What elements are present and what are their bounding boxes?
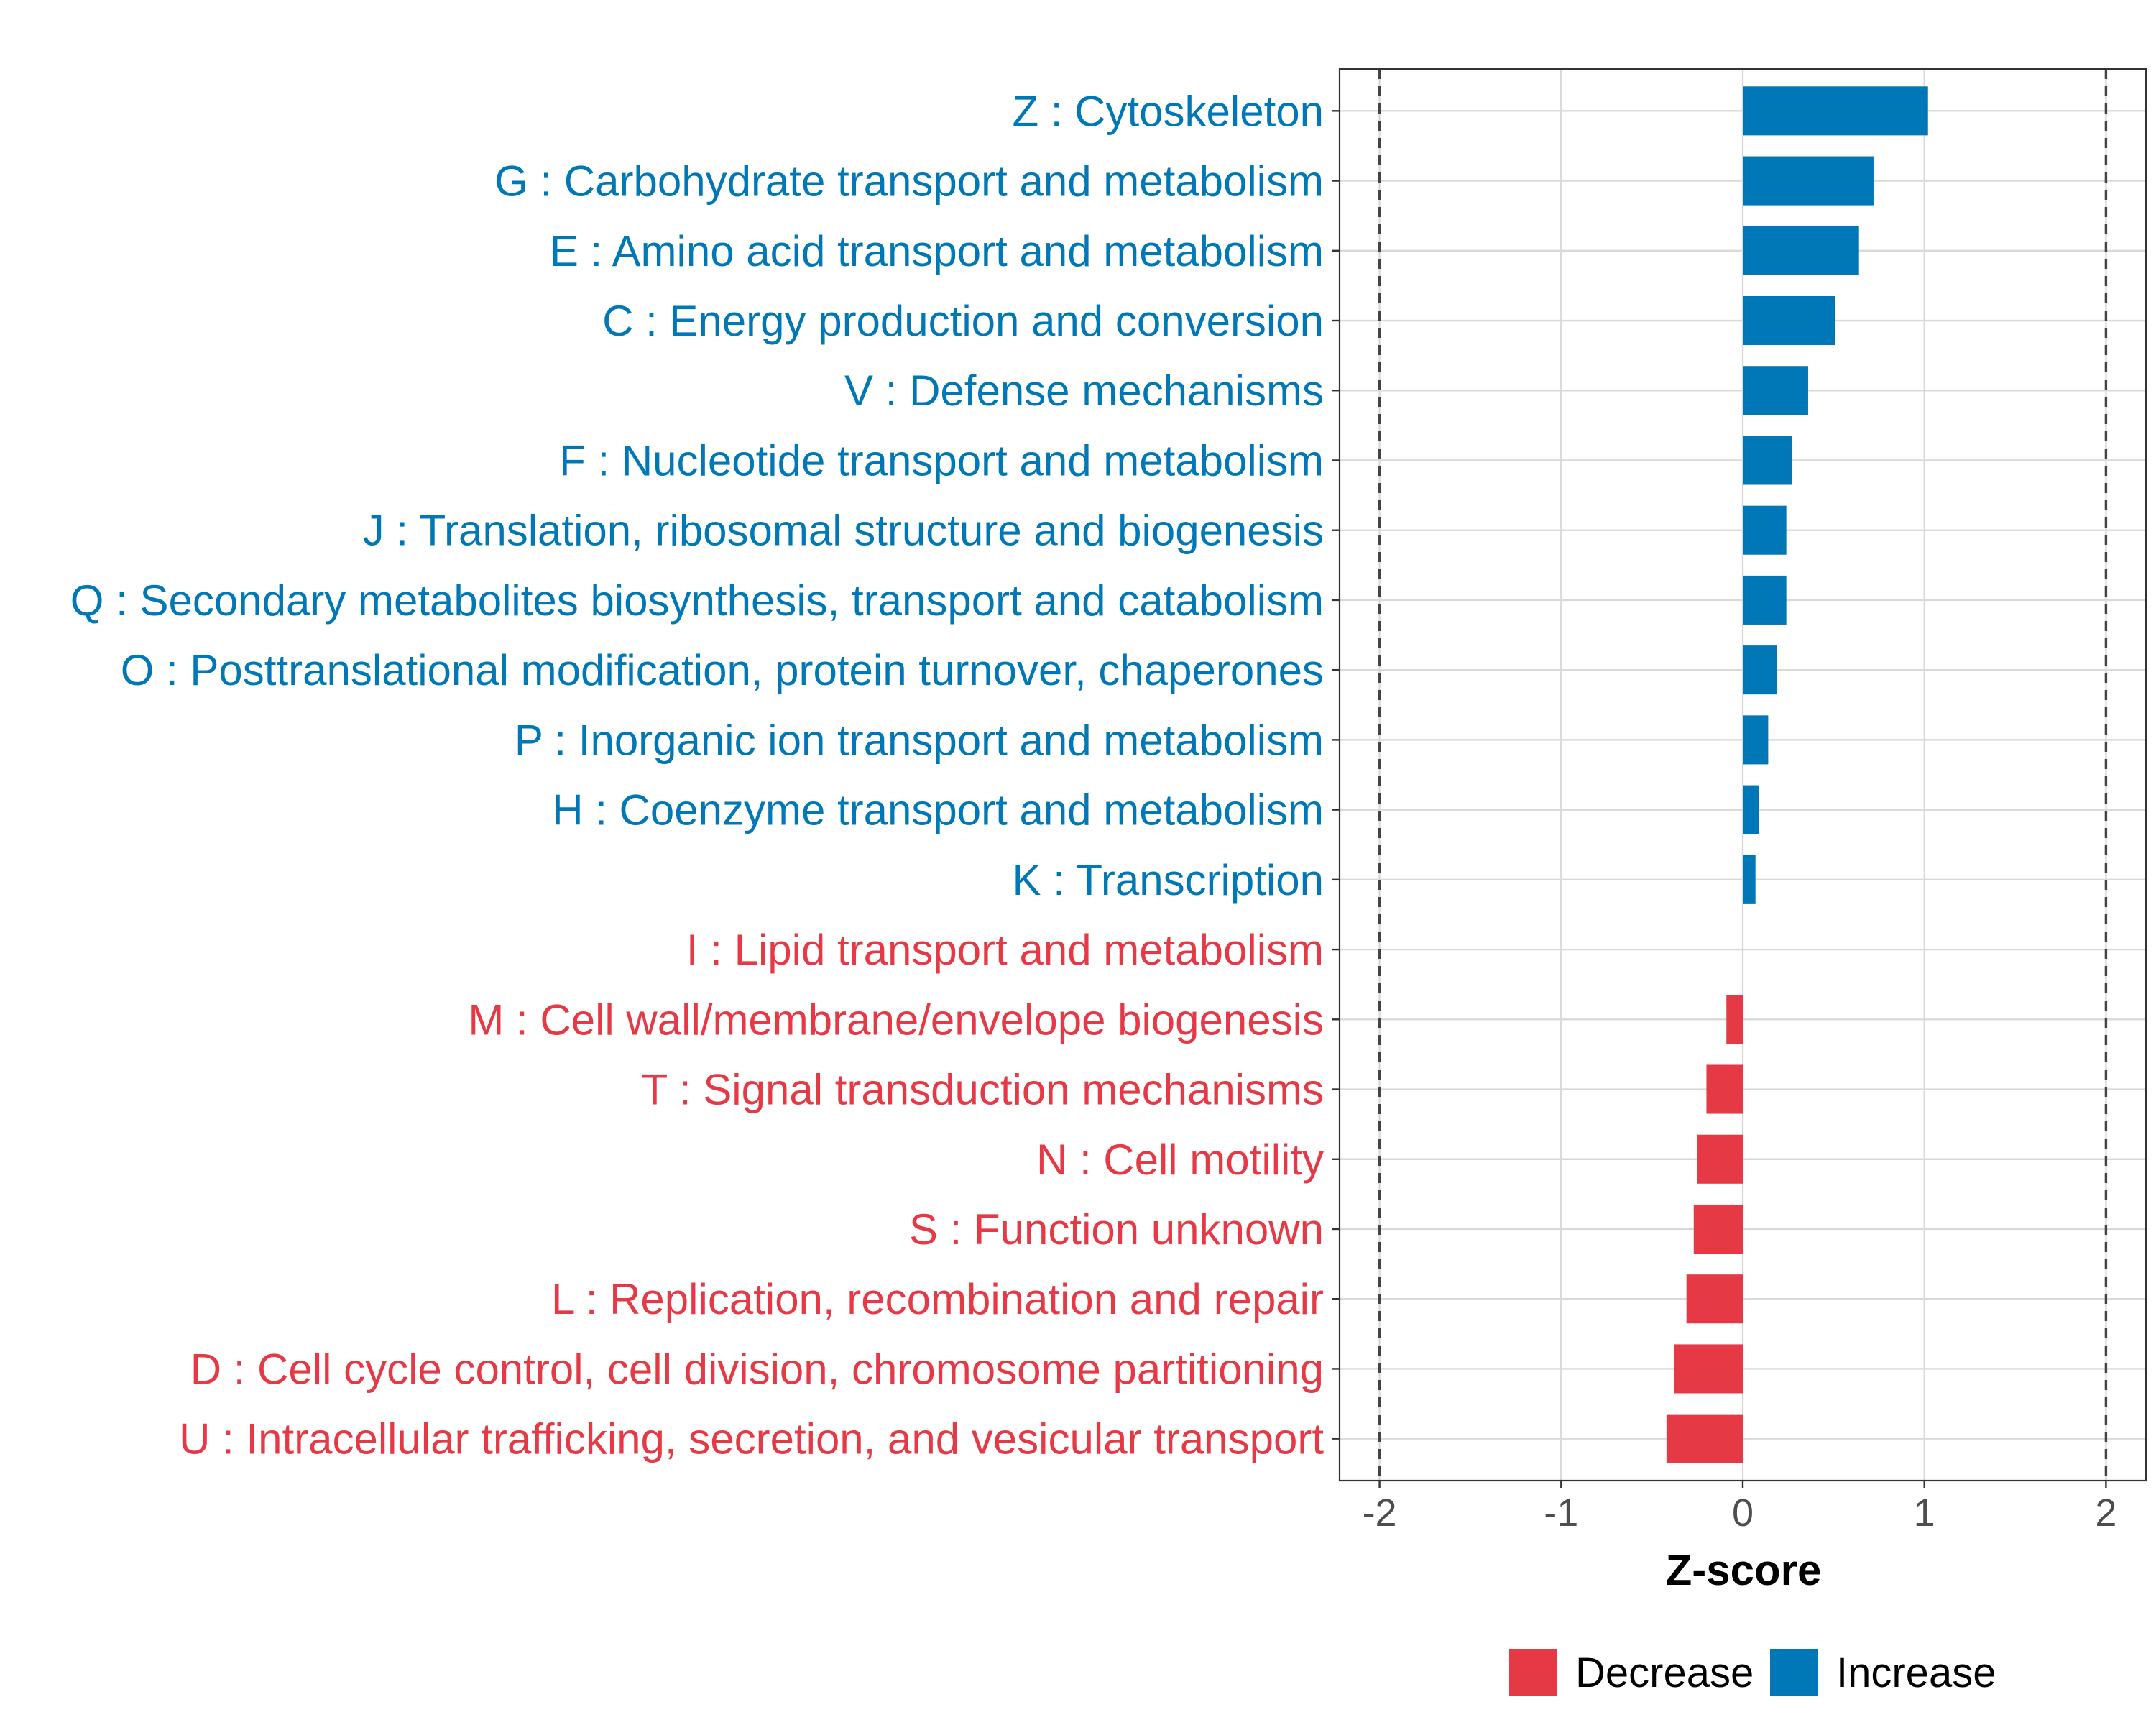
category-label: S : Function unknown (909, 1205, 1324, 1254)
bar (1743, 575, 1787, 625)
category-label: D : Cell cycle control, cell division, c… (190, 1345, 1324, 1393)
category-label: I : Lipid transport and metabolism (686, 926, 1324, 974)
x-tick-label: 2 (2095, 1491, 2116, 1535)
bar (1693, 1204, 1743, 1254)
legend-label-decrease: Decrease (1575, 1650, 1754, 1696)
bar (1743, 295, 1835, 346)
bar (1743, 86, 1928, 136)
bar (1743, 785, 1759, 834)
category-label: F : Nucleotide transport and metabolism (559, 436, 1324, 484)
legend: Decrease Increase (1509, 1649, 1996, 1696)
category-label: U : Intracellular trafficking, secretion… (179, 1415, 1324, 1463)
bar (1686, 1274, 1743, 1324)
legend-key-decrease (1509, 1649, 1557, 1696)
x-tick-label: -1 (1544, 1491, 1578, 1535)
bar (1697, 1134, 1743, 1184)
bar (1666, 1414, 1743, 1463)
bar (1706, 1064, 1743, 1114)
bar (1743, 366, 1808, 415)
x-axis-title: Z-score (1666, 1546, 1822, 1594)
bar (1743, 645, 1778, 695)
x-tick-label: -2 (1363, 1491, 1397, 1535)
category-label: T : Signal transduction mechanisms (642, 1066, 1324, 1114)
category-label: J : Translation, ribosomal structure and… (363, 507, 1324, 555)
grid-layer (1340, 69, 2146, 1481)
x-axis: -2 -1 0 1 2 (1363, 1481, 2116, 1535)
legend-label-increase: Increase (1836, 1650, 1996, 1696)
category-label: N : Cell motility (1036, 1136, 1324, 1184)
category-label: P : Inorganic ion transport and metaboli… (515, 716, 1324, 764)
bar (1743, 436, 1792, 485)
category-label: V : Defense mechanisms (844, 367, 1324, 415)
reference-lines (1378, 69, 2108, 1481)
category-label: E : Amino acid transport and metabolism (550, 227, 1324, 275)
bars (1666, 86, 1928, 1463)
category-label: Z : Cytoskeleton (1012, 87, 1324, 135)
category-label: O : Posttranslational modification, prot… (121, 646, 1324, 694)
category-label: L : Replication, recombination and repai… (551, 1275, 1324, 1323)
bar (1743, 505, 1787, 555)
category-label: G : Carbohydrate transport and metabolis… (494, 157, 1324, 206)
x-tick-label: 0 (1732, 1491, 1754, 1535)
category-label: M : Cell wall/membrane/envelope biogenes… (468, 995, 1324, 1044)
bar (1743, 855, 1756, 904)
category-label: Q : Secondary metabolites biosynthesis, … (70, 576, 1324, 625)
category-label: C : Energy production and conversion (602, 297, 1324, 345)
category-label: K : Transcription (1012, 856, 1324, 904)
bar (1743, 156, 1874, 206)
y-axis: Z : Cytoskeleton G : Carbohydrate transpo… (70, 87, 1340, 1463)
legend-key-increase (1770, 1649, 1818, 1696)
bar (1743, 226, 1859, 275)
x-tick-label: 1 (1914, 1491, 1935, 1535)
bar (1743, 715, 1769, 765)
category-label: H : Coenzyme transport and metabolism (552, 786, 1324, 834)
bar (1673, 1344, 1743, 1394)
bar (1726, 995, 1743, 1044)
